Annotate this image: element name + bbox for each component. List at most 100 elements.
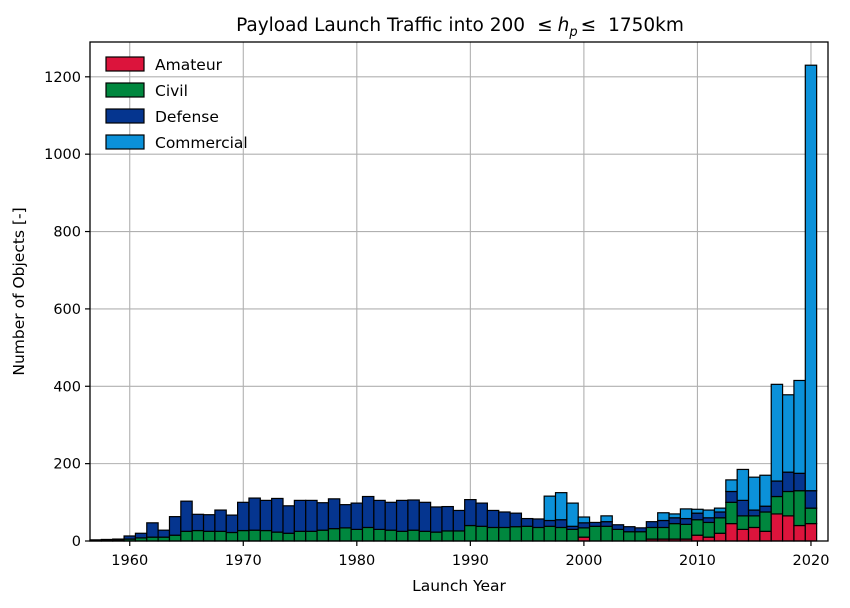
bar-defense-1980: [350, 502, 364, 530]
y-tick-label: 1000: [44, 147, 81, 163]
bar-defense-1960: [123, 535, 137, 540]
bar-civil-1990: [464, 524, 477, 542]
bars-layer: [89, 64, 818, 542]
bar-civil-2011: [702, 521, 716, 538]
bar-commercial-1997: [543, 495, 557, 522]
bar-defense-2014: [736, 499, 750, 517]
y-tick-label: 0: [72, 534, 81, 550]
bar-defense-1977: [316, 502, 330, 531]
bar-civil-2003: [611, 528, 625, 542]
bar-defense-2017: [770, 480, 784, 498]
bar-defense-1996: [532, 518, 545, 529]
bar-civil-1983: [384, 529, 398, 542]
bar-civil-2006: [645, 526, 659, 540]
bar-defense-1983: [384, 501, 398, 531]
bar-civil-2001: [588, 525, 602, 542]
bar-amateur-2012: [713, 532, 727, 542]
bar-defense-2010: [691, 512, 704, 521]
legend-label-defense: Defense: [155, 108, 219, 126]
bar-defense-2000: [577, 522, 591, 529]
bar-civil-2004: [623, 531, 636, 542]
legend-swatch-commercial: [105, 134, 145, 150]
bar-amateur-2017: [770, 513, 784, 542]
bar-commercial-2008: [668, 513, 681, 519]
bar-civil-2005: [634, 531, 647, 542]
bar-defense-1973: [271, 497, 284, 533]
legend-label-civil: Civil: [155, 82, 188, 100]
y-tick-label: 400: [53, 379, 81, 395]
bar-civil-1993: [498, 526, 511, 542]
bar-defense-2018: [781, 471, 795, 493]
bar-defense-2006: [645, 521, 659, 529]
bar-civil-2008: [668, 522, 681, 540]
bar-civil-1982: [373, 528, 386, 542]
bar-civil-1992: [486, 526, 500, 542]
bar-defense-1961: [134, 532, 148, 539]
bar-civil-1986: [418, 530, 432, 542]
bar-defense-1972: [259, 499, 273, 532]
bar-civil-1969: [225, 531, 239, 542]
bar-commercial-2000: [577, 516, 591, 524]
bar-defense-1978: [327, 498, 341, 530]
bar-civil-1977: [316, 529, 330, 542]
bar-civil-1988: [441, 530, 454, 542]
bar-defense-2016: [759, 505, 772, 513]
bar-defense-1998: [554, 519, 568, 529]
bar-defense-1989: [452, 509, 466, 532]
bar-civil-1979: [339, 527, 352, 542]
bar-civil-2000: [577, 527, 591, 538]
bar-defense-1979: [339, 504, 352, 529]
title-prefix: Payload Launch Traffic into 200: [236, 15, 525, 36]
bar-civil-2017: [770, 495, 784, 515]
bar-amateur-2013: [725, 522, 738, 542]
bar-civil-2009: [679, 523, 693, 540]
bar-defense-1981: [361, 495, 375, 529]
bar-civil-2015: [747, 515, 761, 529]
bar-defense-2019: [793, 472, 806, 492]
bar-civil-1978: [327, 528, 341, 542]
y-tick-label: 1200: [44, 70, 81, 86]
bar-defense-2009: [679, 517, 693, 525]
y-axis-title: Number of Objects [-]: [10, 207, 28, 375]
bar-defense-2011: [702, 517, 716, 524]
bar-civil-2019: [793, 490, 806, 527]
x-tick-label: 1970: [225, 553, 262, 569]
bar-civil-1995: [520, 525, 534, 542]
bar-civil-2002: [600, 525, 613, 542]
x-axis-title: Launch Year: [412, 577, 506, 595]
bar-civil-1989: [452, 530, 466, 542]
x-tick-label: 2020: [793, 553, 830, 569]
bar-commercial-2011: [702, 509, 716, 519]
bar-commercial-2015: [747, 476, 761, 511]
x-tick-label: 1960: [111, 553, 148, 569]
bar-commercial-2019: [793, 379, 806, 474]
bar-civil-1984: [395, 530, 409, 542]
bar-defense-1992: [486, 509, 500, 529]
bar-amateur-2015: [747, 526, 761, 542]
bar-civil-1976: [305, 530, 318, 542]
x-tick-label: 1980: [338, 553, 375, 569]
bar-defense-1987: [430, 506, 443, 533]
bar-civil-1985: [407, 529, 420, 542]
ticks-layer: 1960 1970 1980 1990 2000 2010 2020 0 200 400 600 80…: [44, 70, 829, 569]
bar-civil-1972: [259, 529, 273, 542]
bar-defense-1970: [237, 501, 250, 532]
chart-title: Payload Launch Traffic into 200 ≤ hp ≤1750k…: [236, 15, 684, 40]
bar-defense-1967: [202, 514, 216, 532]
bar-defense-1997: [543, 519, 557, 527]
bar-civil-2014: [736, 515, 750, 530]
bar-defense-2001: [588, 521, 602, 527]
title-suffix: 1750km: [608, 15, 684, 36]
bar-defense-1975: [293, 499, 307, 532]
x-tick-label: 2000: [565, 553, 602, 569]
bar-civil-1973: [271, 531, 284, 542]
y-tick-label: 200: [53, 457, 81, 473]
bar-defense-2012: [713, 511, 727, 519]
bar-civil-1998: [554, 526, 568, 542]
bar-civil-2012: [713, 517, 727, 534]
bar-defense-1971: [248, 497, 261, 531]
x-tick-label: 2010: [679, 553, 716, 569]
bar-civil-1996: [532, 526, 545, 542]
bar-defense-1963: [157, 529, 171, 538]
